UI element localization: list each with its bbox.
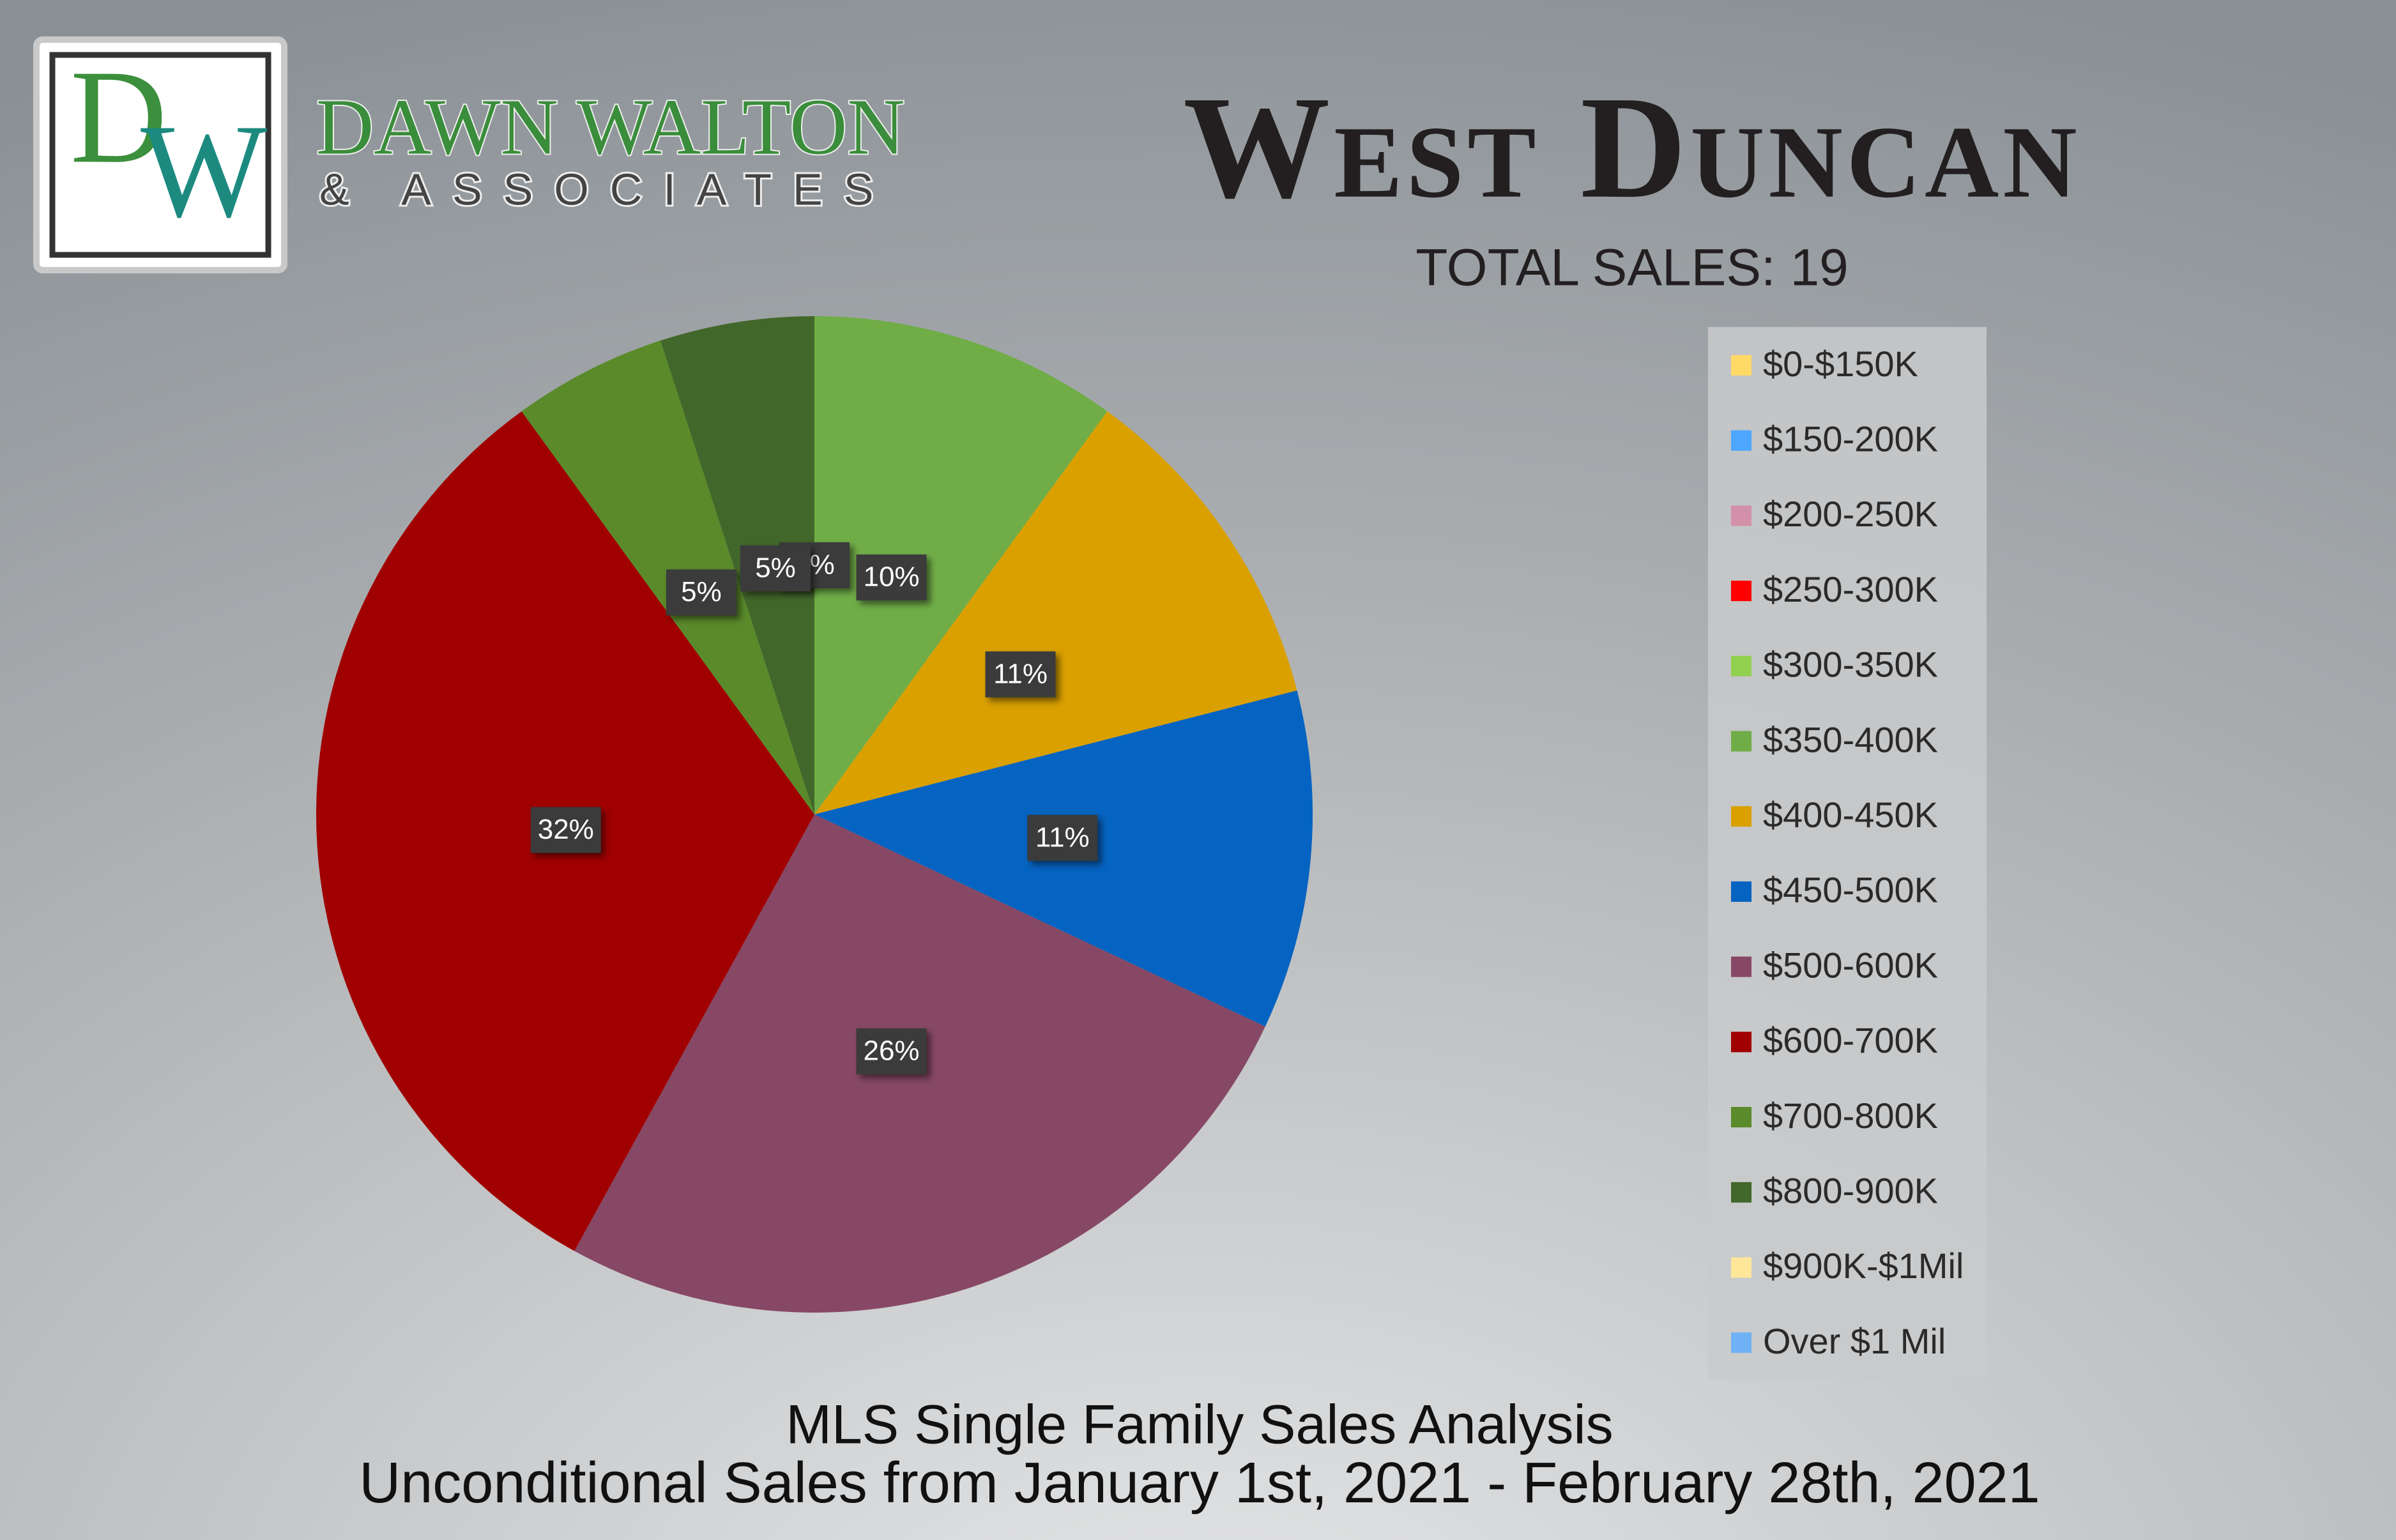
legend-label: $450-500K	[1763, 870, 1938, 910]
data-label: 11%	[1035, 821, 1090, 853]
legend-label: $300-350K	[1763, 644, 1938, 685]
legend-label: $250-300K	[1763, 569, 1938, 609]
data-labels: 0% 10%11%11%26%32%5%5%	[530, 542, 1098, 1074]
logo-name: DAWN WALTON	[316, 84, 905, 172]
legend-label: $150-200K	[1763, 418, 1938, 459]
legend: $0-$150K $150-200K $200-250K $250-300K $300-…	[1731, 344, 1964, 1361]
logo-initial: D	[70, 43, 167, 191]
legend-label: $900K-$1Mil	[1763, 1246, 1964, 1286]
chart-note: MLS Single Family Sales Analysis	[786, 1394, 1613, 1456]
logo-frame	[49, 52, 271, 258]
data-label-box	[1027, 814, 1098, 861]
data-label: 5%	[681, 576, 722, 607]
pie-slice	[814, 411, 1297, 814]
legend-swatch	[1731, 1032, 1751, 1053]
data-label-box	[985, 651, 1056, 698]
legend-swatch	[1731, 1332, 1751, 1353]
legend-swatch	[1731, 1107, 1751, 1127]
logo: D W DAWN WALTON & ASSOCIATES	[33, 36, 906, 273]
data-label: 26%	[863, 1035, 919, 1067]
legend-swatch	[1731, 881, 1751, 902]
legend-swatch	[1731, 806, 1751, 827]
legend-label: $500-600K	[1763, 945, 1938, 985]
legend-label: Over $1 Mil	[1763, 1321, 1946, 1361]
legend-swatch	[1731, 581, 1751, 602]
data-label-box	[740, 545, 811, 591]
chart-subtitle: TOTAL SALES: 19	[1415, 239, 1849, 297]
data-label: 5%	[755, 552, 796, 583]
data-label-box	[530, 807, 601, 853]
chart-note: Unconditional Sales from January 1st, 20…	[359, 1451, 2040, 1515]
data-label: 32%	[538, 814, 594, 845]
legend-swatch	[1731, 355, 1751, 376]
data-label: 10%	[863, 561, 919, 593]
logo-initial: W	[141, 97, 267, 245]
legend-swatch	[1731, 1257, 1751, 1278]
data-label-box	[856, 1028, 927, 1074]
legend-label: $200-250K	[1763, 494, 1938, 534]
legend-label: $350-400K	[1763, 719, 1938, 759]
legend-label: $800-900K	[1763, 1170, 1938, 1210]
pie	[316, 316, 1313, 1313]
legend-swatch	[1731, 731, 1751, 752]
legend-swatch	[1731, 655, 1751, 676]
data-label: 11%	[993, 658, 1048, 689]
legend-label: $400-450K	[1763, 795, 1938, 835]
legend-label: $700-800K	[1763, 1095, 1938, 1136]
legend-label: $0-$150K	[1763, 344, 1918, 384]
legend-box	[1708, 327, 1987, 1380]
data-label-box	[666, 569, 736, 616]
legend-swatch	[1731, 1182, 1751, 1203]
legend-swatch	[1731, 505, 1751, 526]
pie-slice	[814, 316, 1108, 814]
logo-tagline: & ASSOCIATES	[319, 164, 894, 214]
logo-box	[33, 36, 287, 273]
data-label-box	[856, 554, 927, 601]
pie-slice	[660, 316, 814, 814]
chart-title: West Duncan	[1183, 66, 2080, 229]
legend-swatch	[1731, 430, 1751, 451]
legend-label: $600-700K	[1763, 1020, 1938, 1060]
legend-swatch	[1731, 956, 1751, 977]
